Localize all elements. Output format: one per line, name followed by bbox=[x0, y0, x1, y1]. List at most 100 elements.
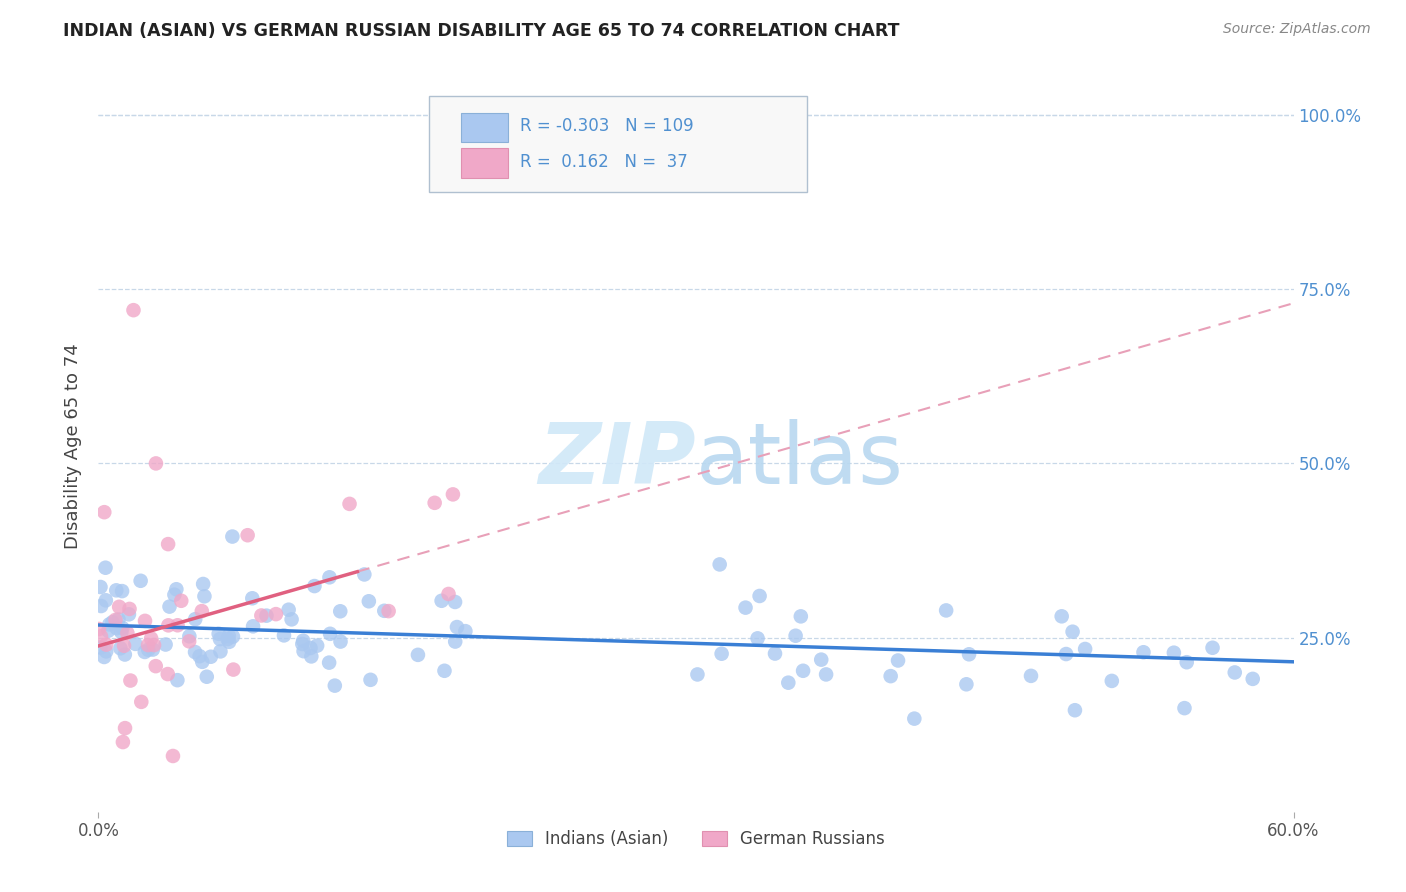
Point bbox=[120, 673, 142, 688]
Point bbox=[360, 673, 382, 687]
Point bbox=[124, 637, 146, 651]
Point bbox=[430, 594, 453, 608]
Point bbox=[441, 487, 464, 501]
Point bbox=[136, 642, 159, 657]
Point bbox=[423, 496, 446, 510]
Point bbox=[444, 634, 467, 648]
Point bbox=[97, 624, 120, 638]
Point bbox=[250, 608, 273, 623]
Point bbox=[256, 608, 278, 623]
Point bbox=[1064, 703, 1087, 717]
Point bbox=[307, 639, 329, 653]
Point bbox=[357, 594, 380, 608]
Legend: Indians (Asian), German Russians: Indians (Asian), German Russians bbox=[501, 823, 891, 855]
Point bbox=[763, 647, 786, 661]
Point bbox=[179, 634, 201, 648]
Point bbox=[734, 600, 756, 615]
Point bbox=[166, 673, 188, 688]
Text: Source: ZipAtlas.com: Source: ZipAtlas.com bbox=[1223, 22, 1371, 37]
Point bbox=[353, 567, 375, 582]
Point bbox=[318, 656, 340, 670]
Point bbox=[329, 634, 352, 648]
Point bbox=[406, 648, 429, 662]
Point bbox=[96, 638, 118, 652]
Point bbox=[318, 570, 340, 584]
Point bbox=[89, 640, 111, 655]
Point bbox=[299, 649, 322, 664]
Text: ZIP: ZIP bbox=[538, 419, 696, 502]
Point bbox=[90, 599, 112, 613]
Point bbox=[208, 626, 231, 640]
Point bbox=[1054, 647, 1077, 661]
Point bbox=[163, 588, 186, 602]
Point bbox=[242, 619, 264, 633]
Point bbox=[373, 604, 395, 618]
Point bbox=[709, 558, 731, 572]
Point bbox=[1223, 665, 1246, 680]
Point bbox=[94, 593, 117, 607]
Point bbox=[129, 574, 152, 588]
Point bbox=[1101, 673, 1123, 688]
Point bbox=[887, 653, 910, 667]
Point bbox=[209, 644, 232, 658]
Point bbox=[114, 648, 136, 662]
Point bbox=[292, 633, 315, 648]
Point bbox=[1074, 642, 1097, 657]
Point bbox=[222, 630, 245, 644]
Point bbox=[96, 644, 118, 658]
Point bbox=[1062, 624, 1084, 639]
Point bbox=[87, 622, 110, 636]
Point bbox=[111, 735, 134, 749]
Point bbox=[104, 613, 127, 627]
Point bbox=[454, 624, 477, 639]
Point bbox=[145, 659, 167, 673]
Point bbox=[134, 614, 156, 628]
Point bbox=[319, 627, 342, 641]
Y-axis label: Disability Age 65 to 74: Disability Age 65 to 74 bbox=[65, 343, 83, 549]
Point bbox=[122, 303, 145, 318]
Point bbox=[1175, 655, 1198, 669]
Point bbox=[107, 612, 129, 626]
Point bbox=[105, 621, 128, 635]
Point bbox=[810, 653, 832, 667]
Point bbox=[117, 626, 139, 640]
Point bbox=[114, 721, 136, 735]
Point bbox=[188, 649, 211, 664]
Point bbox=[291, 637, 314, 651]
Point bbox=[179, 629, 201, 643]
FancyBboxPatch shape bbox=[429, 96, 807, 192]
Point bbox=[1019, 669, 1042, 683]
Point bbox=[118, 602, 141, 616]
Point bbox=[217, 632, 239, 646]
Point bbox=[191, 655, 214, 669]
Point bbox=[145, 457, 167, 471]
Point bbox=[184, 645, 207, 659]
FancyBboxPatch shape bbox=[461, 148, 509, 178]
Point bbox=[329, 604, 352, 618]
Point bbox=[89, 580, 111, 594]
Point bbox=[184, 612, 207, 626]
Point bbox=[156, 667, 179, 681]
Point bbox=[208, 632, 231, 646]
Point bbox=[222, 663, 245, 677]
Point bbox=[155, 638, 177, 652]
FancyBboxPatch shape bbox=[461, 113, 509, 143]
Point bbox=[323, 679, 346, 693]
Point bbox=[101, 615, 124, 630]
Point bbox=[110, 641, 132, 656]
Point bbox=[955, 677, 977, 691]
Text: INDIAN (ASIAN) VS GERMAN RUSSIAN DISABILITY AGE 65 TO 74 CORRELATION CHART: INDIAN (ASIAN) VS GERMAN RUSSIAN DISABIL… bbox=[63, 22, 900, 40]
Point bbox=[433, 664, 456, 678]
Point bbox=[143, 638, 166, 652]
Point bbox=[1163, 646, 1185, 660]
Point bbox=[304, 579, 326, 593]
Point bbox=[273, 628, 295, 642]
Point bbox=[264, 607, 287, 621]
Point bbox=[790, 609, 813, 624]
Point bbox=[686, 667, 709, 681]
Point bbox=[1050, 609, 1073, 624]
Point bbox=[159, 599, 181, 614]
Point bbox=[118, 607, 141, 622]
Point bbox=[339, 497, 361, 511]
Point bbox=[111, 621, 134, 635]
